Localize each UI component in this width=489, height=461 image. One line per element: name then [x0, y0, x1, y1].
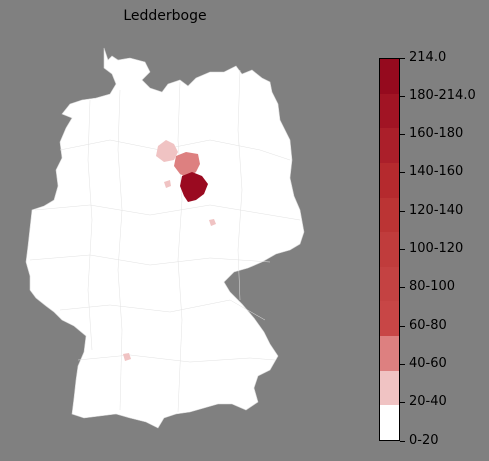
tick-mark: [400, 402, 405, 404]
tick-mark: [400, 95, 405, 97]
country-outline: [25, 47, 305, 429]
region-northern-lowlands-west: [156, 140, 178, 162]
tick-mark: [400, 287, 405, 289]
tick-label: 140-160: [409, 164, 464, 180]
tick-label: 20-40: [409, 394, 447, 410]
tick-label: 40-60: [409, 355, 447, 371]
tick-label: 60-80: [409, 317, 447, 333]
tick-mark: [400, 172, 405, 174]
colorbar-band: [380, 58, 399, 94]
district-borders: [29, 69, 301, 413]
colorbar-band: [380, 405, 399, 440]
colorbar-band: [380, 197, 399, 233]
region-east-small: [209, 219, 216, 226]
tick-label: 160-180: [409, 126, 464, 142]
colorbar-band: [380, 336, 399, 371]
region-central-north: [180, 172, 208, 202]
tick-label: 180-214.0: [409, 87, 476, 103]
tick-mark: [400, 57, 405, 59]
colorbar-band: [380, 370, 399, 406]
colorbar-band: [380, 232, 399, 267]
tick-mark: [400, 363, 405, 365]
colorbar-band: [380, 93, 399, 129]
region-northern-lowlands-east: [174, 152, 200, 178]
tick-mark: [400, 249, 405, 250]
colorbar: [379, 58, 400, 441]
tick-label: 214.0: [409, 49, 447, 65]
tick-mark: [400, 440, 405, 442]
map-title: Ledderboge: [123, 8, 207, 24]
colorbar-band: [380, 162, 399, 198]
region-central-small: [164, 180, 171, 188]
tick-mark: [400, 134, 405, 136]
tick-mark: [400, 325, 405, 327]
region-southwest-small: [123, 353, 131, 361]
tick-label: 80-100: [409, 279, 456, 295]
tick-label: 120-140: [409, 202, 464, 218]
colorbar-band: [380, 266, 399, 302]
tick-label: 100-120: [409, 241, 464, 256]
tick-label: 0-20: [409, 432, 439, 448]
colorbar-band: [380, 301, 399, 337]
tick-mark: [400, 210, 405, 212]
colorbar-ticks: 0-20 20-40 40-60 60-80 80-100 100-120 120-140 1…: [400, 50, 489, 448]
colorbar-band: [380, 128, 399, 163]
